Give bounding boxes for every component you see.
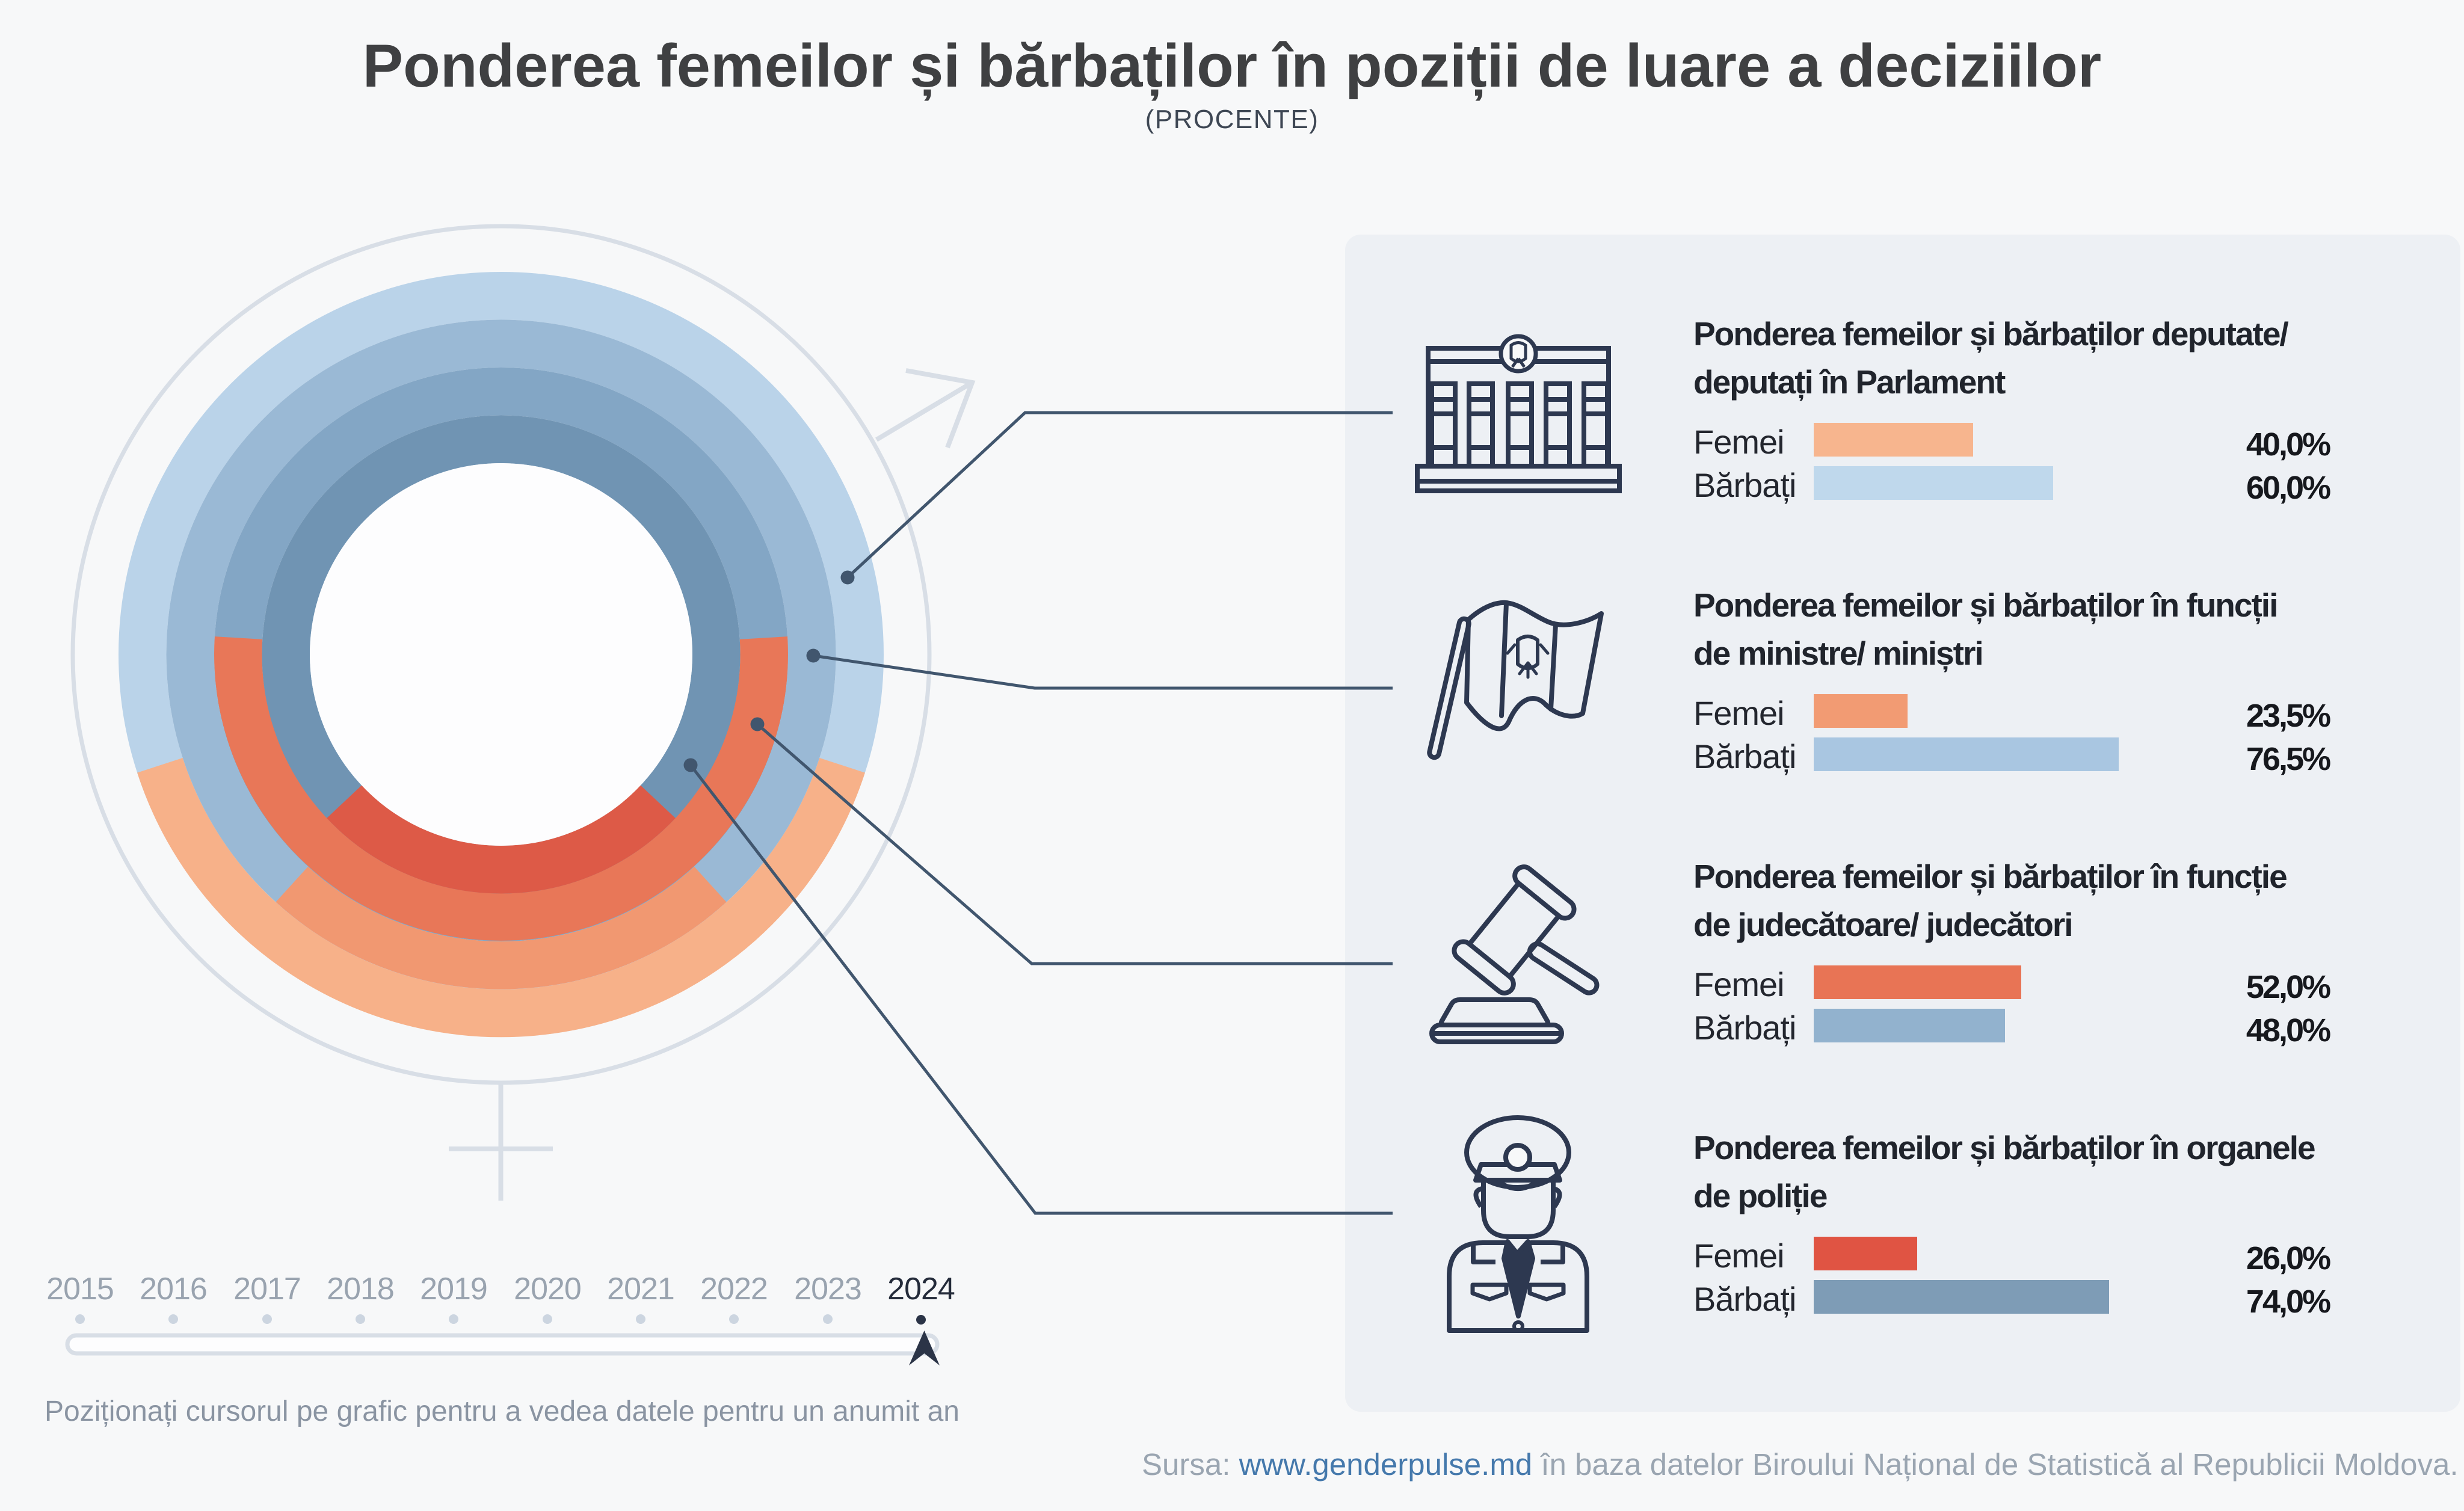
svg-text:2023: 2023 [794, 1272, 861, 1306]
svg-text:Ponderea femeilor și bărbațilo: Ponderea femeilor și bărbaților deputate… [1693, 315, 2288, 353]
svg-text:de judecătoare/ judecători: de judecătoare/ judecători [1693, 906, 2072, 943]
svg-text:Femei: Femei [1693, 965, 1784, 1003]
svg-text:23,5%: 23,5% [2246, 698, 2330, 734]
svg-text:de poliție: de poliție [1693, 1177, 1827, 1215]
svg-text:2021: 2021 [607, 1272, 674, 1306]
svg-text:Femei: Femei [1693, 1237, 1784, 1275]
svg-text:2015: 2015 [46, 1272, 114, 1306]
svg-text:48,0%: 48,0% [2246, 1012, 2330, 1048]
svg-text:60,0%: 60,0% [2246, 470, 2330, 506]
svg-text:Ponderea femeilor și bărbațilo: Ponderea femeilor și bărbaților în funcț… [1693, 858, 2287, 896]
svg-text:Bărbați: Bărbați [1693, 466, 1796, 504]
svg-text:74,0%: 74,0% [2246, 1284, 2330, 1320]
svg-text:deputați în Parlament: deputați în Parlament [1693, 363, 2006, 401]
svg-text:de ministre/ miniștri: de ministre/ miniștri [1693, 635, 1983, 672]
svg-text:2018: 2018 [327, 1272, 394, 1306]
svg-text:2017: 2017 [233, 1272, 301, 1306]
svg-text:Bărbați: Bărbați [1693, 1280, 1796, 1318]
svg-text:Bărbați: Bărbați [1693, 1009, 1796, 1047]
svg-text:Bărbați: Bărbați [1693, 737, 1796, 775]
svg-text:Femei: Femei [1693, 694, 1784, 732]
svg-text:Ponderea femeilor și bărbațilo: Ponderea femeilor și bărbaților în poziț… [363, 32, 2101, 101]
svg-text:2022: 2022 [700, 1272, 768, 1306]
svg-text:2020: 2020 [514, 1272, 581, 1306]
svg-text:Ponderea femeilor și bărbațilo: Ponderea femeilor și bărbaților în organ… [1693, 1129, 2315, 1167]
svg-text:2016: 2016 [140, 1272, 207, 1306]
svg-text:26,0%: 26,0% [2246, 1240, 2330, 1276]
svg-text:(PROCENTE): (PROCENTE) [1145, 105, 1319, 134]
svg-text:Poziționați cursorul pe grafic: Poziționați cursorul pe grafic pentru a … [45, 1396, 959, 1427]
svg-text:2019: 2019 [420, 1272, 487, 1306]
svg-text:76,5%: 76,5% [2246, 741, 2330, 777]
svg-text:Sursa: www.genderpulse.md în b: Sursa: www.genderpulse.md în baza datelo… [1142, 1447, 2459, 1482]
svg-text:2024: 2024 [887, 1272, 955, 1306]
svg-text:Femei: Femei [1693, 423, 1784, 461]
svg-text:40,0%: 40,0% [2246, 426, 2330, 463]
svg-text:52,0%: 52,0% [2246, 969, 2330, 1005]
svg-text:Ponderea femeilor și bărbațilo: Ponderea femeilor și bărbaților în funcț… [1693, 586, 2277, 624]
